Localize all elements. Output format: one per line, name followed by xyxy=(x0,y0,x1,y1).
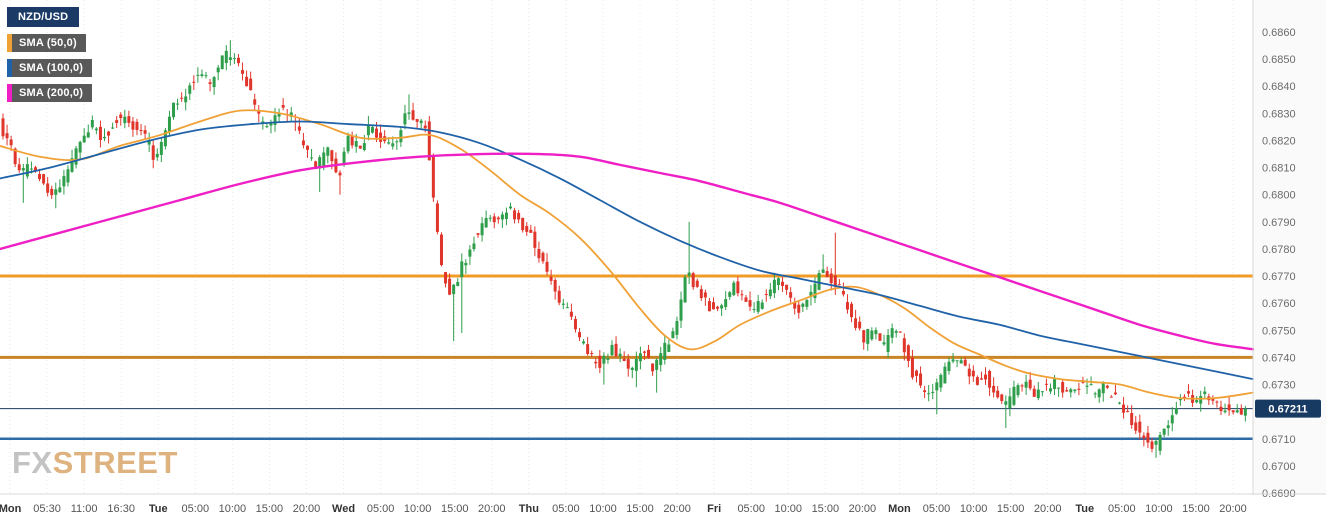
y-axis-label: 0.6860 xyxy=(1262,27,1296,39)
x-axis-label: 05:30 xyxy=(33,503,61,515)
x-axis-label: 10:00 xyxy=(1145,503,1173,515)
last-price-value: 0.67211 xyxy=(1268,404,1307,416)
sma-line-0[interactable] xyxy=(0,109,1254,400)
symbol-badge[interactable]: NZD/USD xyxy=(7,7,80,27)
x-axis-label: Tue xyxy=(149,503,168,515)
legend-item-sma100[interactable]: SMA (100,0) xyxy=(7,59,93,77)
sma-line-1[interactable] xyxy=(0,120,1254,381)
y-axis-label: 0.6840 xyxy=(1262,81,1296,93)
last-price-badge: 0.67211 xyxy=(1255,399,1321,418)
y-axis-label: 0.6700 xyxy=(1262,461,1296,473)
x-axis-label: 10:00 xyxy=(404,503,432,515)
x-axis-label: 05:00 xyxy=(923,503,951,515)
y-axis-label: 0.6850 xyxy=(1262,54,1296,66)
x-axis-label: Tue xyxy=(1075,503,1094,515)
x-axis-label: 15:00 xyxy=(441,503,469,515)
x-axis-label: 10:00 xyxy=(219,503,247,515)
y-axis-label: 0.6790 xyxy=(1262,217,1296,229)
x-axis-label: 20:00 xyxy=(1034,503,1062,515)
x-axis-label: 15:00 xyxy=(626,503,654,515)
x-axis-label: 20:00 xyxy=(849,503,877,515)
x-axis-label: Mon xyxy=(0,503,22,515)
x-axis-label: 05:00 xyxy=(367,503,395,515)
x-axis-label: 05:00 xyxy=(1108,503,1136,515)
x-axis-label: 15:00 xyxy=(256,503,284,515)
x-axis-label: 20:00 xyxy=(1219,503,1247,515)
x-axis-label: 11:00 xyxy=(71,503,98,515)
x-axis-label: 05:00 xyxy=(737,503,765,515)
candles-layer xyxy=(1,40,1247,458)
x-axis-label: 15:00 xyxy=(997,503,1025,515)
x-axis-label: Thu xyxy=(519,503,539,515)
y-axis-label: 0.6730 xyxy=(1262,380,1296,392)
watermark-street: STREET xyxy=(52,445,178,480)
y-axis-label: 0.6800 xyxy=(1262,190,1296,202)
sma-line-2[interactable] xyxy=(0,152,1255,351)
x-axis-label: 10:00 xyxy=(589,503,617,515)
x-axis-label: 10:00 xyxy=(960,503,988,515)
chart-legend: NZD/USD SMA (50,0) SMA (100,0) SMA (200,… xyxy=(7,7,93,109)
y-axis-label: 0.6830 xyxy=(1262,108,1296,120)
x-axis-label: 20:00 xyxy=(663,503,691,515)
y-axis-label: 0.6780 xyxy=(1262,244,1296,256)
y-axis-label: 0.6760 xyxy=(1262,298,1296,310)
x-axis-label: Fri xyxy=(707,503,721,515)
y-axis-label: 0.6750 xyxy=(1262,325,1296,337)
x-axis-label: Wed xyxy=(332,503,355,515)
y-axis-label: 0.6770 xyxy=(1262,271,1296,283)
y-axis-label: 0.6740 xyxy=(1262,352,1296,364)
x-axis-label: Mon xyxy=(888,503,911,515)
x-axis-label: 05:00 xyxy=(182,503,210,515)
x-axis-label: 16:30 xyxy=(107,503,135,515)
legend-item-sma200[interactable]: SMA (200,0) xyxy=(7,84,93,102)
x-axis-label: 15:00 xyxy=(1182,503,1210,515)
x-axis-label: 20:00 xyxy=(478,503,506,515)
legend-item-sma50[interactable]: SMA (50,0) xyxy=(7,34,86,52)
y-axis-label: 0.6710 xyxy=(1262,434,1296,446)
x-axis-label: 15:00 xyxy=(812,503,840,515)
x-axis-label: 20:00 xyxy=(293,503,321,515)
x-axis-label: 05:00 xyxy=(552,503,580,515)
x-axis-label: 10:00 xyxy=(775,503,803,515)
y-axis-label: 0.6820 xyxy=(1262,135,1296,147)
fxstreet-watermark: FXSTREET xyxy=(12,445,178,481)
watermark-fx: FX xyxy=(12,445,53,480)
y-axis-label: 0.6810 xyxy=(1262,163,1296,175)
